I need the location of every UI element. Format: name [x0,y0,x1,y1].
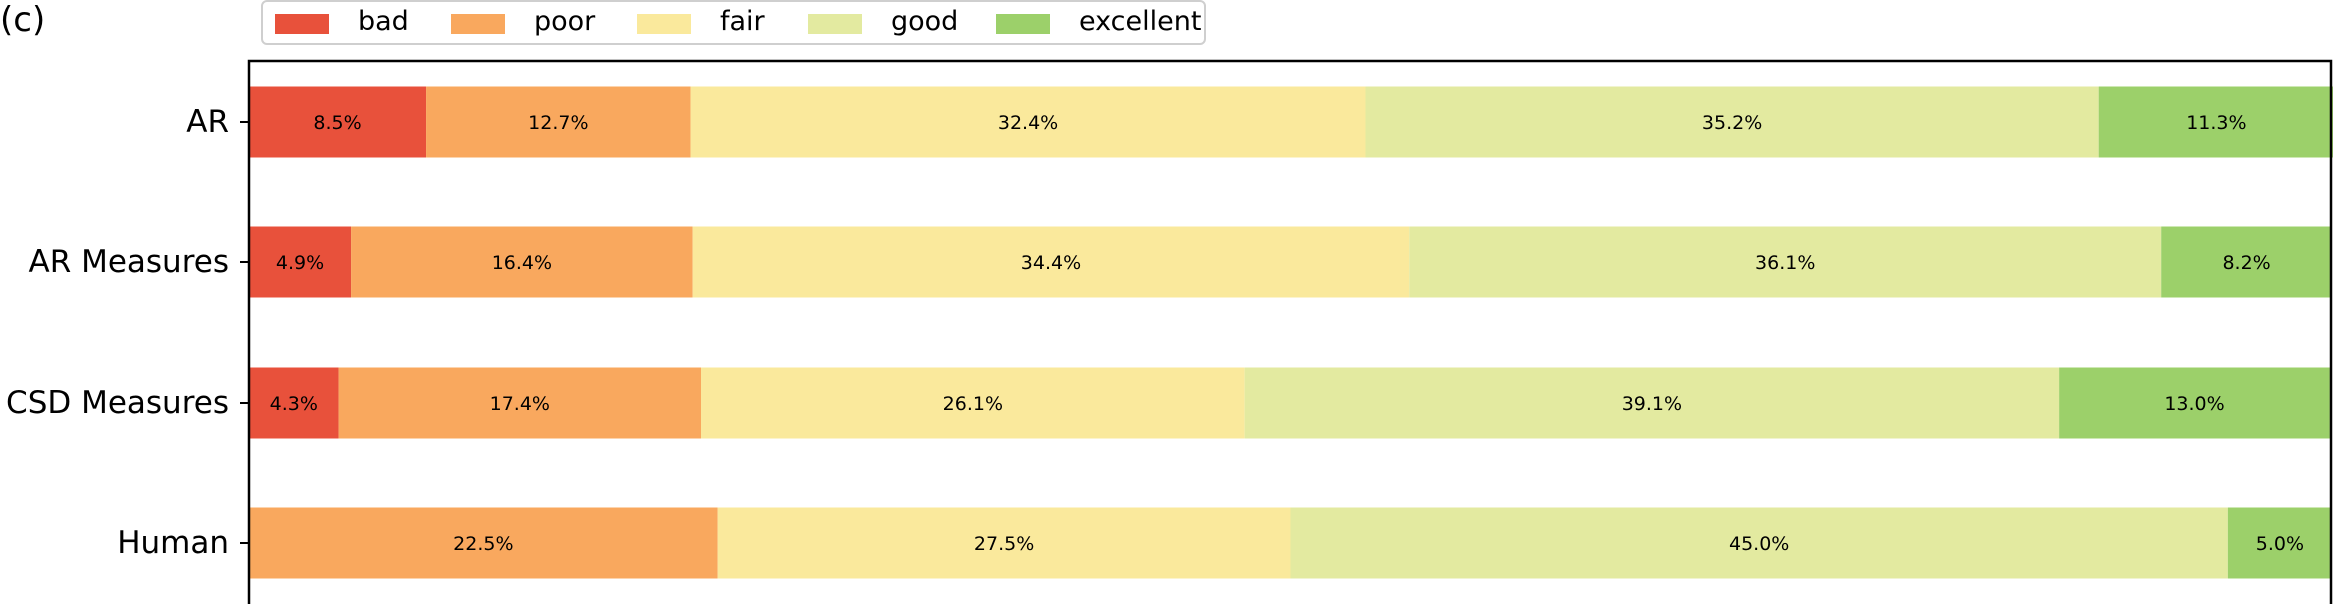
data-label-bad-2: 4.3% [270,393,318,415]
y-tick-label-1: AR Measures [28,244,229,280]
bar-fair-2 [701,367,1245,439]
data-label-good-3: 45.0% [1729,533,1789,555]
y-tick-label-2: CSD Measures [6,385,229,421]
bar-excellent-3 [2227,507,2332,579]
data-label-excellent-0: 11.3% [2186,112,2246,134]
legend-label-good: good [891,6,959,37]
legend: bad poor fair good excellent [261,0,1206,45]
bar-poor-3 [249,507,718,579]
bar-excellent-1 [2161,226,2332,298]
bar-fair-3 [717,507,1291,579]
bar-good-1 [1409,226,2162,298]
bar-poor-0 [426,86,691,158]
legend-label-poor: poor [534,6,596,37]
data-label-good-1: 36.1% [1755,252,1815,274]
bar-excellent-2 [2059,367,2330,439]
bar-fair-1 [692,226,1410,298]
data-label-bad-0: 8.5% [313,112,361,134]
legend-swatch-fair [637,14,691,34]
data-label-poor-3: 22.5% [453,533,513,555]
data-label-fair-1: 34.4% [1021,252,1081,274]
legend-swatch-good [808,14,862,34]
data-label-poor-2: 17.4% [490,393,550,415]
legend-label-excellent: excellent [1079,6,1202,37]
panel-label: (c) [0,0,46,40]
data-label-good-2: 39.1% [1622,393,1682,415]
bar-poor-2 [338,367,702,439]
legend-label-fair: fair [720,6,765,37]
legend-swatch-bad [275,14,329,34]
bar-good-3 [1290,507,2228,579]
legend-swatch-excellent [996,14,1050,34]
data-label-excellent-3: 5.0% [2256,533,2304,555]
data-label-excellent-1: 8.2% [2222,252,2270,274]
data-label-fair-2: 26.1% [943,393,1003,415]
legend-label-bad: bad [358,6,409,37]
data-label-excellent-2: 13.0% [2164,393,2224,415]
data-label-good-0: 35.2% [1702,112,1762,134]
bar-excellent-0 [2098,86,2333,158]
plot-frame [247,59,2333,604]
data-label-bad-1: 4.9% [276,252,324,274]
data-label-fair-0: 32.4% [998,112,1058,134]
bar-good-0 [1365,86,2099,158]
bar-bad-2 [249,367,339,439]
data-label-poor-0: 12.7% [528,112,588,134]
y-tick-label-3: Human [117,525,229,561]
bar-bad-0 [249,86,427,158]
data-label-fair-3: 27.5% [974,533,1034,555]
data-label-poor-1: 16.4% [492,252,552,274]
bar-bad-1 [249,226,352,298]
bar-good-2 [1244,367,2060,439]
y-tick-label-0: AR [186,104,229,140]
bar-poor-1 [351,226,693,298]
bar-fair-0 [690,86,1366,158]
legend-swatch-poor [451,14,505,34]
